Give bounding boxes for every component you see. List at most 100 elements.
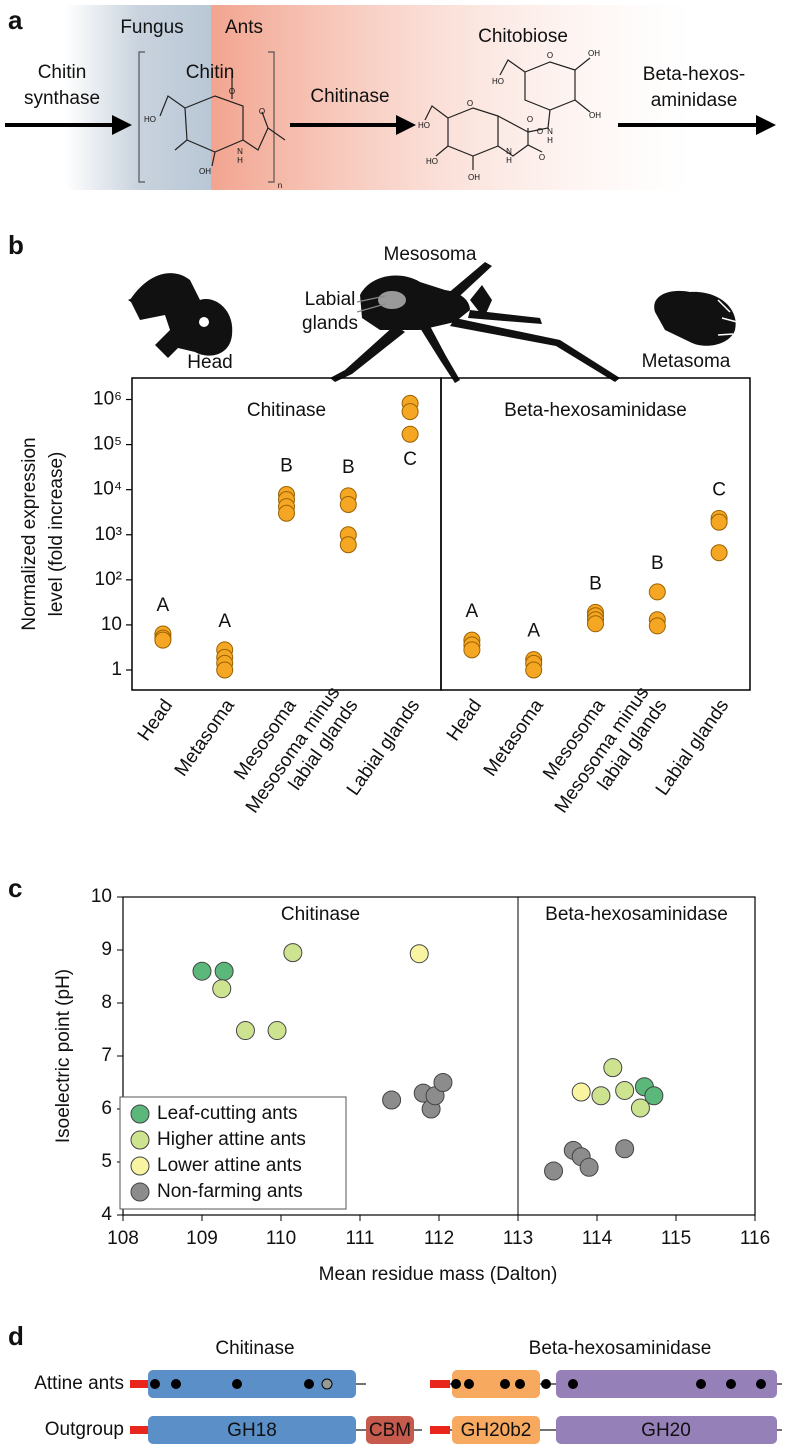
row-label: Outgroup bbox=[45, 1419, 124, 1440]
legend-swatch bbox=[130, 1104, 150, 1124]
atom-label: H bbox=[547, 136, 553, 145]
significance-letter: A bbox=[218, 611, 231, 632]
legend-box bbox=[119, 1096, 347, 1210]
domain-diagram bbox=[130, 1370, 782, 1444]
y-tick-label: 8 bbox=[101, 992, 112, 1013]
atom-label: O bbox=[229, 87, 235, 96]
data-point bbox=[648, 583, 666, 601]
data-point bbox=[192, 961, 212, 981]
x-tick-label: 115 bbox=[661, 1228, 691, 1249]
data-point bbox=[710, 513, 728, 531]
atom-label: OH bbox=[468, 173, 480, 182]
chitin-ring bbox=[159, 72, 286, 167]
legend-swatch bbox=[130, 1130, 150, 1150]
domain-label: GH18 bbox=[227, 1420, 277, 1441]
ant-head-silhouette bbox=[128, 273, 233, 358]
y-tick-label: 7 bbox=[101, 1045, 112, 1066]
body-part-label: glands bbox=[302, 313, 358, 334]
data-point bbox=[409, 944, 429, 964]
atom-label: HO bbox=[144, 115, 156, 124]
y-axis-label: level (fold increase) bbox=[46, 452, 67, 617]
legend-label: Leaf-cutting ants bbox=[157, 1103, 297, 1124]
significance-letter: A bbox=[466, 601, 479, 622]
molecule-label: Chitobiose bbox=[478, 26, 568, 47]
significance-letter: B bbox=[589, 573, 602, 594]
data-point bbox=[710, 544, 728, 562]
row-label: Attine ants bbox=[34, 1373, 124, 1394]
x-tick-label: Head bbox=[443, 696, 486, 745]
atom-label: O bbox=[467, 99, 473, 108]
x-tick-label: 116 bbox=[740, 1228, 770, 1249]
data-point bbox=[615, 1139, 635, 1159]
data-point bbox=[382, 1090, 402, 1110]
ant-mesosoma-silhouette bbox=[330, 262, 620, 383]
region-label: Ants bbox=[225, 17, 263, 38]
significance-letter: B bbox=[280, 456, 293, 477]
y-tick-label: 10³ bbox=[95, 524, 122, 545]
domain-label: GH20b2 bbox=[461, 1420, 532, 1441]
data-point bbox=[579, 1157, 599, 1177]
atom-label: HO bbox=[426, 157, 438, 166]
molecule-label: Chitin bbox=[186, 62, 235, 83]
atom-label: O bbox=[527, 115, 533, 124]
atom-label: OH bbox=[589, 111, 601, 120]
y-axis-label: Normalized expression bbox=[19, 437, 40, 630]
y-tick-label: 9 bbox=[101, 939, 112, 960]
enzyme-label: Chitin bbox=[38, 62, 87, 83]
section-title: Beta-hexosaminidase bbox=[529, 1338, 712, 1359]
body-part-label: Metasoma bbox=[642, 351, 731, 372]
data-point bbox=[216, 661, 234, 679]
enzyme-label: synthase bbox=[24, 88, 100, 109]
atom-label: N bbox=[237, 147, 243, 156]
panel-title: Beta-hexosaminidase bbox=[545, 904, 728, 925]
x-tick-label: 114 bbox=[582, 1228, 613, 1249]
y-tick-label: 10⁶ bbox=[93, 389, 122, 410]
y-tick-label: 6 bbox=[101, 1098, 112, 1119]
data-point bbox=[278, 504, 295, 522]
panel-title: Beta-hexosaminidase bbox=[504, 400, 687, 421]
data-point bbox=[214, 961, 234, 981]
data-point bbox=[463, 641, 481, 659]
data-point bbox=[591, 1086, 611, 1106]
body-part-label: Labial bbox=[305, 289, 356, 310]
enzyme-label: aminidase bbox=[651, 90, 738, 111]
region-label: Fungus bbox=[120, 17, 183, 38]
data-point bbox=[525, 661, 543, 679]
atom-label: N bbox=[506, 147, 512, 156]
significance-letter: B bbox=[651, 553, 664, 574]
y-tick-label: 10 bbox=[101, 614, 122, 635]
atom-label: O bbox=[259, 107, 265, 116]
panel-title: Chitinase bbox=[247, 400, 326, 421]
atom-label: n bbox=[278, 181, 282, 190]
panel-label: b bbox=[8, 230, 24, 260]
data-point bbox=[615, 1080, 635, 1100]
data-point bbox=[401, 425, 419, 443]
plot-frame bbox=[131, 377, 442, 691]
ant-metasoma-silhouette bbox=[654, 290, 738, 346]
atom-label: OH bbox=[199, 167, 211, 176]
significance-letter: C bbox=[403, 449, 417, 470]
data-point bbox=[154, 631, 172, 649]
x-tick-label: 112 bbox=[424, 1228, 454, 1249]
data-point bbox=[339, 495, 357, 513]
legend-swatch bbox=[130, 1156, 150, 1176]
x-tick-label: 110 bbox=[266, 1228, 296, 1249]
y-tick-label: 10⁵ bbox=[93, 434, 122, 455]
polymer-bracket bbox=[138, 51, 275, 183]
significance-letter: A bbox=[157, 595, 170, 616]
pointer-line bbox=[356, 295, 386, 313]
domain-label: CBM bbox=[369, 1420, 411, 1441]
legend-label: Lower attine ants bbox=[157, 1155, 302, 1176]
significance-letter: A bbox=[527, 621, 540, 642]
plot-frame bbox=[440, 377, 751, 691]
fungus-background bbox=[65, 5, 211, 190]
data-point bbox=[630, 1098, 650, 1118]
data-point bbox=[267, 1021, 287, 1041]
y-tick-label: 10² bbox=[95, 569, 122, 590]
y-axis-label: Isoelectric point (pH) bbox=[53, 969, 74, 1143]
legend-label: Higher attine ants bbox=[157, 1129, 306, 1150]
section-title: Chitinase bbox=[215, 1338, 294, 1359]
data-point bbox=[644, 1086, 664, 1106]
